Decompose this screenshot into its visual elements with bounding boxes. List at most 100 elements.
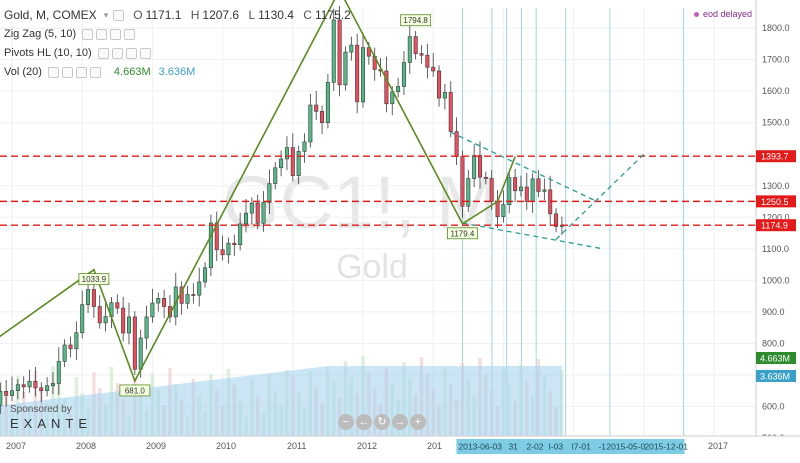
close-icon[interactable] [110, 29, 122, 40]
fib-time-label: 2013-06-03 [458, 442, 502, 452]
candle-body [320, 111, 325, 123]
candle-body [238, 223, 243, 246]
indicator-pivots[interactable]: Pivots HL (10, 10) [4, 44, 357, 63]
settings-icon[interactable] [113, 10, 125, 21]
pivot-label-box [400, 14, 432, 27]
sponsor-logo[interactable]: EXANTE [10, 416, 93, 431]
volume-ma-value: 3.636M [158, 66, 196, 78]
trend-line [555, 153, 645, 240]
close-label: C [303, 8, 312, 22]
price-level-badge-label: 1174.9 [761, 221, 788, 231]
price-level-badge-label: 1393.7 [761, 152, 789, 162]
ohlc-values: O 1171.1 H 1207.6 L 1130.4 C 1175.2 [133, 6, 357, 25]
candle-body [91, 289, 96, 307]
candle-body [343, 51, 348, 86]
candle-body [442, 92, 447, 99]
price-tick-label: 1800.0 [762, 23, 790, 33]
candle-body [483, 176, 488, 179]
visibility-icon[interactable] [47, 67, 59, 78]
candle-body [331, 19, 336, 83]
candle-body [15, 384, 20, 392]
candle-body [413, 36, 418, 54]
candle-body [454, 131, 459, 157]
price-tick-label: 1600.0 [762, 86, 790, 96]
close-icon[interactable] [75, 67, 87, 78]
candle-body [437, 70, 442, 99]
indicator-zigzag[interactable]: Zig Zag (5, 10) [4, 25, 357, 44]
price-tick-label: 800.0 [762, 338, 785, 348]
candle-body [290, 147, 295, 176]
volume-badge-label: 3.636M [760, 372, 790, 382]
legend: Gold, M, COMEX ▾ O 1171.1 H 1207.6 L 1130.4… [4, 6, 357, 82]
candle-body [144, 316, 149, 339]
candle-body [115, 302, 120, 309]
candle-body [156, 298, 161, 304]
candle-body [507, 177, 512, 205]
time-axis[interactable]: 2007 2008 2009 2010 2011 2012 201 2017 2013-06-0… [0, 435, 800, 463]
visibility-icon[interactable] [97, 48, 109, 59]
more-icon[interactable] [124, 29, 136, 40]
arrow-left-icon[interactable]: ← [356, 414, 372, 430]
candle-body [249, 202, 254, 214]
trend-line [462, 222, 603, 250]
chevron-down-icon[interactable]: ▾ [103, 10, 109, 20]
price-tick-label: 1200.0 [762, 212, 790, 222]
time-tick-label: 201 [427, 441, 442, 451]
candle-body [220, 249, 225, 256]
candle-body [407, 36, 412, 63]
more-icon[interactable] [89, 67, 101, 78]
fib-time-label: 2-02 [526, 442, 543, 452]
plus-icon[interactable]: + [410, 414, 426, 430]
candle-body [86, 289, 91, 305]
candle-body [518, 186, 523, 192]
candle-body [477, 155, 482, 178]
indicator-label[interactable]: Vol (20) [4, 66, 42, 78]
minus-icon[interactable]: − [338, 414, 354, 430]
volume-value: 4.663M [113, 66, 151, 78]
pivot-label-box [447, 227, 478, 240]
visibility-icon[interactable] [82, 29, 94, 40]
time-tick-label: 2010 [216, 441, 236, 451]
candle-body [68, 344, 73, 350]
symbol-title[interactable]: Gold, M, COMEX [4, 8, 97, 22]
indicator-label[interactable]: Pivots HL (10, 10) [4, 47, 92, 59]
price-level-badge [756, 150, 796, 163]
candle-body [314, 104, 319, 112]
candle-body [39, 387, 44, 392]
price-tick-label: 1500.0 [762, 118, 790, 128]
price-axis[interactable]: 2000.01900.01800.01700.01600.01500.01400… [755, 0, 800, 443]
reset-icon[interactable]: ↻ [374, 414, 390, 430]
candle-body [384, 70, 389, 105]
candle-body [302, 141, 307, 152]
close-icon[interactable] [125, 48, 137, 59]
candle-body [121, 307, 126, 334]
pivot-label: 1033.9 [82, 275, 107, 284]
settings-icon[interactable] [61, 67, 73, 78]
zigzag-line [0, 0, 516, 383]
settings-icon[interactable] [96, 29, 108, 40]
candle-body [495, 201, 500, 217]
more-icon[interactable] [139, 48, 151, 59]
candle-body [267, 183, 272, 203]
candle-body [360, 47, 365, 103]
fib-time-label-bar [456, 439, 685, 454]
arrow-right-icon[interactable]: → [392, 414, 408, 430]
watermark-name: Gold [336, 248, 408, 286]
candle-body [554, 213, 559, 227]
candle-body [261, 202, 266, 224]
indicator-volume[interactable]: Vol (20) 4.663M 3.636M [4, 63, 357, 82]
indicator-label[interactable]: Zig Zag (5, 10) [4, 28, 77, 40]
candle-body [396, 86, 401, 93]
candle-body [296, 151, 301, 176]
candle-body [524, 186, 529, 202]
status-dot-icon [693, 12, 699, 17]
candle-body [255, 202, 260, 224]
zigzag-polyline [0, 0, 516, 383]
candle-body [162, 298, 167, 307]
candle-body [542, 189, 547, 192]
pivot-label: 1794.8 [403, 16, 428, 25]
settings-icon[interactable] [111, 48, 123, 59]
candle-body [150, 302, 155, 318]
candle-body [21, 384, 26, 388]
volume-badge [756, 370, 796, 382]
